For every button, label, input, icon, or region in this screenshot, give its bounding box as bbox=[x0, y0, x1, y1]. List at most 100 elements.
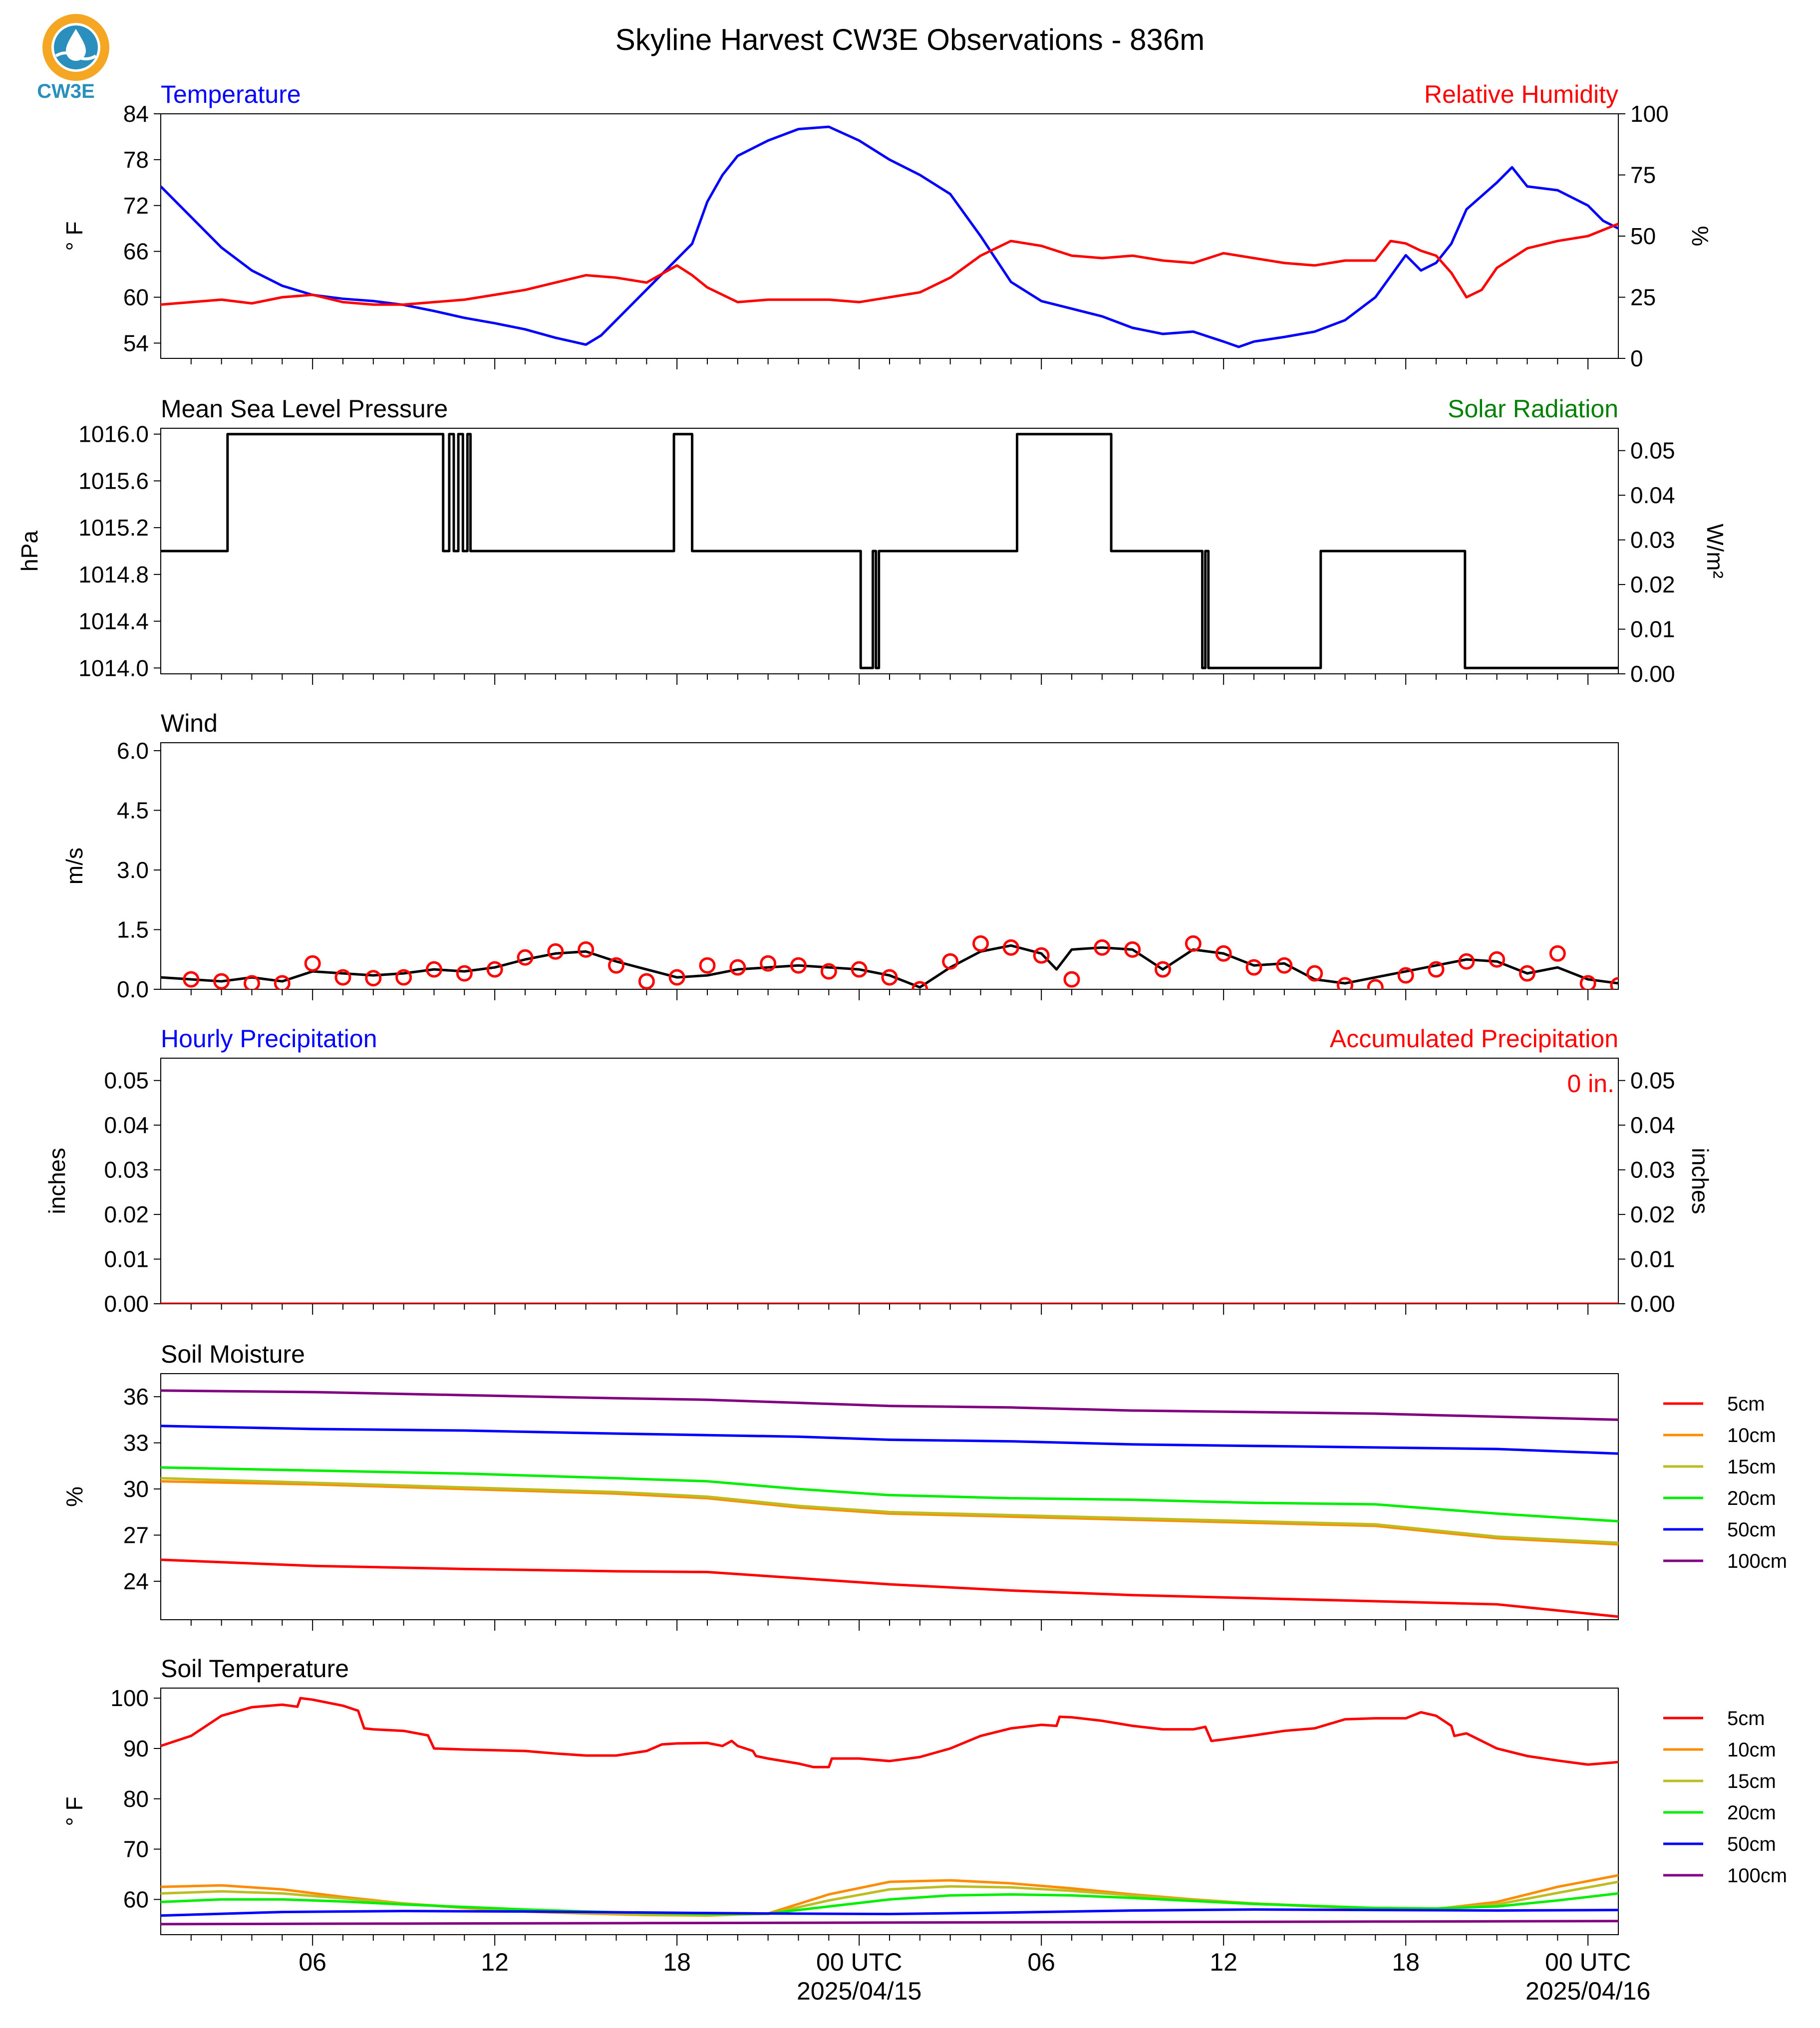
y-tick-label: 90 bbox=[123, 1736, 149, 1761]
wind-gust-marker bbox=[1489, 951, 1506, 968]
panel-soil_temp: Soil Temperature 60 70 80 90 100 ° F 5cm 10cm 15c… bbox=[61, 1655, 1787, 1946]
panel-title-left: Soil Moisture bbox=[161, 1340, 305, 1368]
wind-gust-marker bbox=[1519, 965, 1535, 982]
y-tick-label-right: 0.04 bbox=[1630, 1112, 1675, 1138]
panel-title-left: Wind bbox=[161, 709, 218, 737]
wind-gust-marker bbox=[1094, 939, 1111, 956]
series-line-right bbox=[161, 223, 1618, 306]
y-tick-label: 84 bbox=[123, 101, 149, 127]
y-tick-label-right: 0.03 bbox=[1630, 527, 1675, 553]
panels: Temperature Relative Humidity 54 60 66 72 78 84… bbox=[16, 80, 1787, 2005]
y-axis-label: hPa bbox=[16, 531, 42, 572]
x-date-label: 2025/04/15 bbox=[797, 1977, 921, 2005]
series-line-50cm bbox=[161, 1908, 1618, 1917]
wind-gust-marker bbox=[244, 975, 260, 989]
series-line-20cm bbox=[161, 1466, 1618, 1523]
panel-title-right: Relative Humidity bbox=[1424, 80, 1618, 108]
x-tick-label: 18 bbox=[663, 1948, 691, 1976]
wind-gust-marker bbox=[1428, 961, 1445, 978]
series-line-left bbox=[161, 433, 1618, 669]
y-tick-label: 78 bbox=[123, 147, 149, 173]
wind-gust-marker bbox=[942, 953, 959, 970]
y-axis-label: inches bbox=[44, 1148, 70, 1214]
x-tick-label: 12 bbox=[481, 1948, 509, 1976]
wind-gust-marker bbox=[334, 969, 351, 986]
x-tick-label: 06 bbox=[299, 1948, 326, 1976]
wind-gust-marker bbox=[881, 969, 898, 986]
x-tick-label: 06 bbox=[1027, 1948, 1055, 1976]
wind-gust-marker bbox=[517, 949, 534, 966]
legend-label: 100cm bbox=[1727, 1865, 1787, 1887]
wind-gust-marker bbox=[547, 943, 564, 960]
legend-label: 20cm bbox=[1727, 1487, 1776, 1509]
series-line-15cm bbox=[161, 1477, 1618, 1544]
y-tick-label: 1014.8 bbox=[78, 562, 149, 587]
wind-gust-marker bbox=[911, 981, 928, 989]
legend-label: 50cm bbox=[1727, 1519, 1776, 1541]
wind-gust-marker bbox=[608, 957, 624, 974]
panel-title-right: Solar Radiation bbox=[1448, 395, 1618, 423]
panel-precip: Hourly Precipitation Accumulated Precipit… bbox=[44, 1025, 1713, 1317]
y-tick-label: 1014.0 bbox=[78, 655, 149, 681]
x-tick-label: 12 bbox=[1210, 1948, 1237, 1976]
y-tick-label: 0.04 bbox=[104, 1112, 149, 1138]
wind-gust-marker bbox=[851, 961, 868, 978]
y-tick-label: 0.0 bbox=[117, 976, 149, 1002]
y-tick-label: 60 bbox=[123, 285, 149, 310]
wind-gust-marker bbox=[790, 957, 807, 974]
wind-gust-marker bbox=[1002, 939, 1019, 956]
y-tick-label: 24 bbox=[123, 1568, 149, 1594]
wind-gust-marker bbox=[972, 935, 989, 952]
wind-gust-marker bbox=[1063, 971, 1080, 988]
y-tick-label-right: 50 bbox=[1630, 223, 1656, 249]
wind-gust-marker bbox=[1276, 957, 1293, 974]
x-tick-label: 00 UTC bbox=[816, 1948, 902, 1976]
y-axis-label-right: W/m² bbox=[1702, 524, 1728, 579]
y-axis-label: % bbox=[61, 1486, 87, 1507]
wind-gust-marker bbox=[1337, 977, 1353, 989]
wind-gust-marker bbox=[1397, 967, 1414, 984]
wind-gust-marker bbox=[1033, 947, 1050, 964]
y-tick-label: 0.00 bbox=[104, 1291, 149, 1317]
series-line-100cm bbox=[161, 1920, 1618, 1926]
wind-gust-marker bbox=[213, 973, 230, 989]
y-tick-label: 60 bbox=[123, 1886, 149, 1912]
legend-label: 20cm bbox=[1727, 1802, 1776, 1824]
y-tick-label: 100 bbox=[110, 1685, 149, 1711]
panel-title-left: Temperature bbox=[161, 80, 301, 108]
wind-gust-marker bbox=[183, 971, 200, 988]
wind-gust-marker bbox=[365, 970, 382, 987]
series-line-5cm bbox=[161, 1558, 1618, 1618]
legend-label: 15cm bbox=[1727, 1456, 1776, 1478]
y-axis-label-right: inches bbox=[1687, 1148, 1713, 1214]
y-tick-label: 0.05 bbox=[104, 1068, 149, 1094]
logo-text: CW3E bbox=[37, 80, 95, 102]
y-tick-label-right: 0.03 bbox=[1630, 1157, 1675, 1183]
wind-gust-marker bbox=[760, 955, 777, 972]
wind-gust-marker bbox=[578, 941, 595, 958]
wind-gust-marker bbox=[486, 961, 503, 978]
legend-label: 5cm bbox=[1727, 1708, 1765, 1730]
wind-gust-marker bbox=[1124, 941, 1141, 958]
panel-pressure: Mean Sea Level Pressure Solar Radiation 10… bbox=[16, 395, 1728, 687]
y-tick-label: 0.01 bbox=[104, 1246, 149, 1272]
legend-label: 10cm bbox=[1727, 1425, 1776, 1447]
y-tick-label: 1015.6 bbox=[78, 468, 149, 494]
panel-title-left: Soil Temperature bbox=[161, 1655, 349, 1683]
x-date-label: 2025/04/16 bbox=[1525, 1977, 1650, 2005]
y-tick-label-right: 100 bbox=[1630, 101, 1669, 127]
y-tick-label-right: 0.05 bbox=[1630, 1068, 1675, 1094]
y-tick-label: 3.0 bbox=[117, 857, 149, 883]
y-tick-label: 0.02 bbox=[104, 1201, 149, 1227]
logo-ring bbox=[42, 14, 109, 81]
series-group bbox=[161, 935, 1618, 989]
legend-label: 50cm bbox=[1727, 1833, 1776, 1855]
wind-gust-marker bbox=[1367, 979, 1384, 989]
wind-gust-marker bbox=[729, 959, 746, 976]
wind-gust-marker bbox=[699, 957, 716, 974]
y-tick-label-right: 0.05 bbox=[1630, 438, 1675, 464]
y-tick-label: 33 bbox=[123, 1430, 149, 1456]
series-group bbox=[161, 1697, 1618, 1926]
